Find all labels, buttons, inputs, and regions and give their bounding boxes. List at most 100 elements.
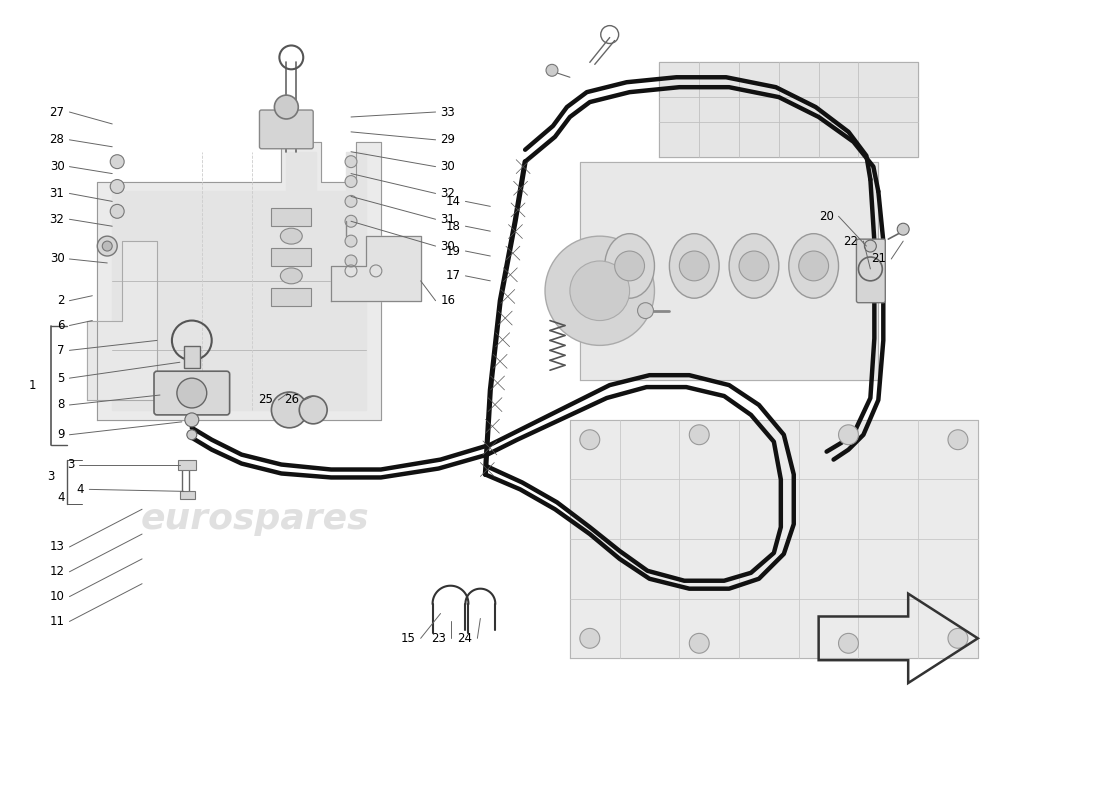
Ellipse shape [280,268,302,284]
Polygon shape [87,241,157,400]
Text: 10: 10 [50,590,65,603]
Circle shape [570,261,629,321]
Text: 8: 8 [57,398,65,411]
Text: 31: 31 [441,213,455,226]
Circle shape [187,430,197,440]
Ellipse shape [729,234,779,298]
Circle shape [345,175,358,187]
Text: 27: 27 [50,106,65,118]
Text: 13: 13 [50,541,65,554]
Circle shape [345,195,358,207]
Circle shape [345,215,358,227]
Circle shape [110,204,124,218]
Text: 30: 30 [50,160,65,173]
Text: 21: 21 [871,253,887,266]
Text: 16: 16 [441,294,455,307]
Circle shape [177,378,207,408]
Text: 18: 18 [446,220,461,233]
Text: 23: 23 [431,632,446,645]
Text: 14: 14 [446,195,461,208]
Polygon shape [331,236,420,301]
Circle shape [690,634,710,654]
Polygon shape [580,162,878,380]
Ellipse shape [670,234,719,298]
Text: 6: 6 [57,319,65,332]
Text: 24: 24 [458,632,472,645]
Circle shape [580,629,600,648]
Text: 30: 30 [441,239,455,253]
Text: 33: 33 [441,106,455,118]
Bar [180,491,195,499]
Ellipse shape [280,228,302,244]
Text: 30: 30 [441,160,455,173]
Circle shape [865,240,877,252]
Circle shape [110,154,124,169]
Polygon shape [659,62,918,157]
Bar [272,288,311,306]
Text: 17: 17 [446,270,461,282]
FancyBboxPatch shape [260,110,313,149]
Text: 4: 4 [77,483,85,496]
Circle shape [299,396,327,424]
Text: 5: 5 [57,372,65,385]
Bar [184,346,200,368]
Text: 22: 22 [844,234,858,248]
Text: eurospares: eurospares [600,526,828,560]
Circle shape [838,634,858,654]
Circle shape [345,235,358,247]
Text: 2: 2 [57,294,65,307]
Text: eurospares: eurospares [140,502,368,536]
FancyBboxPatch shape [154,371,230,415]
Circle shape [345,255,358,267]
Text: 20: 20 [818,210,834,222]
Circle shape [838,425,858,445]
Text: 3: 3 [67,458,75,471]
Text: 32: 32 [441,187,455,200]
Circle shape [544,236,654,346]
Bar [272,248,311,266]
Circle shape [272,392,307,428]
Bar [178,459,196,470]
Circle shape [110,179,124,194]
Text: 30: 30 [50,253,65,266]
Circle shape [739,251,769,281]
Circle shape [274,95,298,119]
Circle shape [948,629,968,648]
Text: 15: 15 [400,632,416,645]
Text: 3: 3 [47,470,55,483]
Circle shape [97,236,118,256]
Text: 4: 4 [57,491,65,504]
Text: 19: 19 [446,245,461,258]
Text: 31: 31 [50,187,65,200]
Text: 32: 32 [50,213,65,226]
FancyBboxPatch shape [857,239,886,302]
Polygon shape [97,142,381,420]
Circle shape [690,425,710,445]
Circle shape [580,430,600,450]
Circle shape [615,251,645,281]
Text: 29: 29 [441,134,455,146]
Circle shape [185,413,199,427]
Polygon shape [112,152,366,410]
Circle shape [546,64,558,76]
Text: 11: 11 [50,615,65,628]
Text: eurospares: eurospares [600,343,828,378]
Circle shape [638,302,653,318]
Circle shape [680,251,710,281]
Circle shape [948,430,968,450]
Ellipse shape [605,234,654,298]
Text: 9: 9 [57,428,65,442]
Text: 28: 28 [50,134,65,146]
Bar [272,208,311,226]
Text: 7: 7 [57,344,65,357]
Text: 1: 1 [29,378,36,392]
Polygon shape [570,420,978,658]
Text: 12: 12 [50,566,65,578]
Text: 26: 26 [284,394,299,406]
Circle shape [102,241,112,251]
Ellipse shape [789,234,838,298]
Circle shape [898,223,910,235]
Circle shape [799,251,828,281]
Text: 25: 25 [258,394,274,406]
Text: eurospares: eurospares [140,343,368,378]
